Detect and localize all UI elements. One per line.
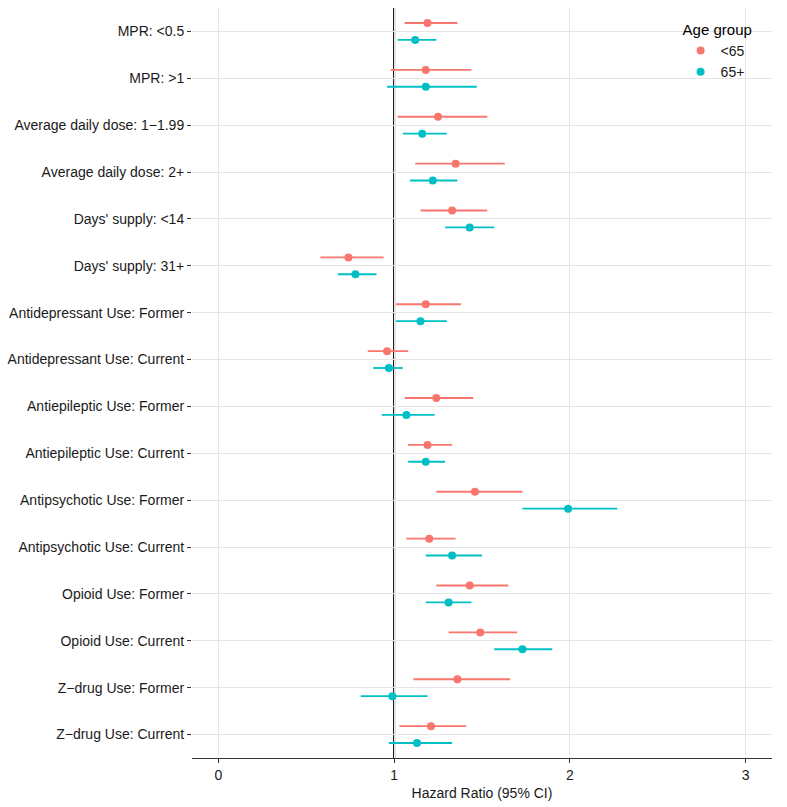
svg-text:Antidepressant Use: Former: Antidepressant Use: Former <box>9 305 184 321</box>
svg-text:Opioid Use: Current: Opioid Use: Current <box>60 633 184 649</box>
svg-text:Z−drug Use: Former: Z−drug Use: Former <box>58 680 185 696</box>
svg-text:3: 3 <box>742 767 750 783</box>
svg-text:Average daily dose: 1−1.99: Average daily dose: 1−1.99 <box>14 117 184 133</box>
svg-text:Average daily dose: 2+: Average daily dose: 2+ <box>42 164 185 180</box>
svg-text:<65: <65 <box>721 43 745 59</box>
svg-text:Antiepileptic Use: Current: Antiepileptic Use: Current <box>25 445 184 461</box>
svg-text:Antipsychotic Use: Current: Antipsychotic Use: Current <box>18 539 184 555</box>
svg-text:Hazard Ratio (95% CI): Hazard Ratio (95% CI) <box>412 785 553 801</box>
svg-text:Antipsychotic Use: Former: Antipsychotic Use: Former <box>20 492 184 508</box>
svg-text:Age group: Age group <box>683 21 752 38</box>
svg-text:Days' supply: 31+: Days' supply: 31+ <box>74 258 184 274</box>
svg-text:MPR: >1: MPR: >1 <box>129 70 184 86</box>
svg-text:0: 0 <box>214 767 222 783</box>
svg-text:Z−drug Use: Current: Z−drug Use: Current <box>56 726 184 742</box>
svg-text:2: 2 <box>566 767 574 783</box>
svg-text:Antidepressant Use: Current: Antidepressant Use: Current <box>8 351 185 367</box>
svg-text:1: 1 <box>390 767 398 783</box>
svg-text:MPR: <0.5: MPR: <0.5 <box>118 23 185 39</box>
svg-text:Days' supply: <14: Days' supply: <14 <box>74 211 185 227</box>
svg-text:Antiepileptic Use: Former: Antiepileptic Use: Former <box>27 398 185 414</box>
svg-text:65+: 65+ <box>721 64 745 80</box>
svg-text:Opioid Use: Former: Opioid Use: Former <box>62 586 184 602</box>
